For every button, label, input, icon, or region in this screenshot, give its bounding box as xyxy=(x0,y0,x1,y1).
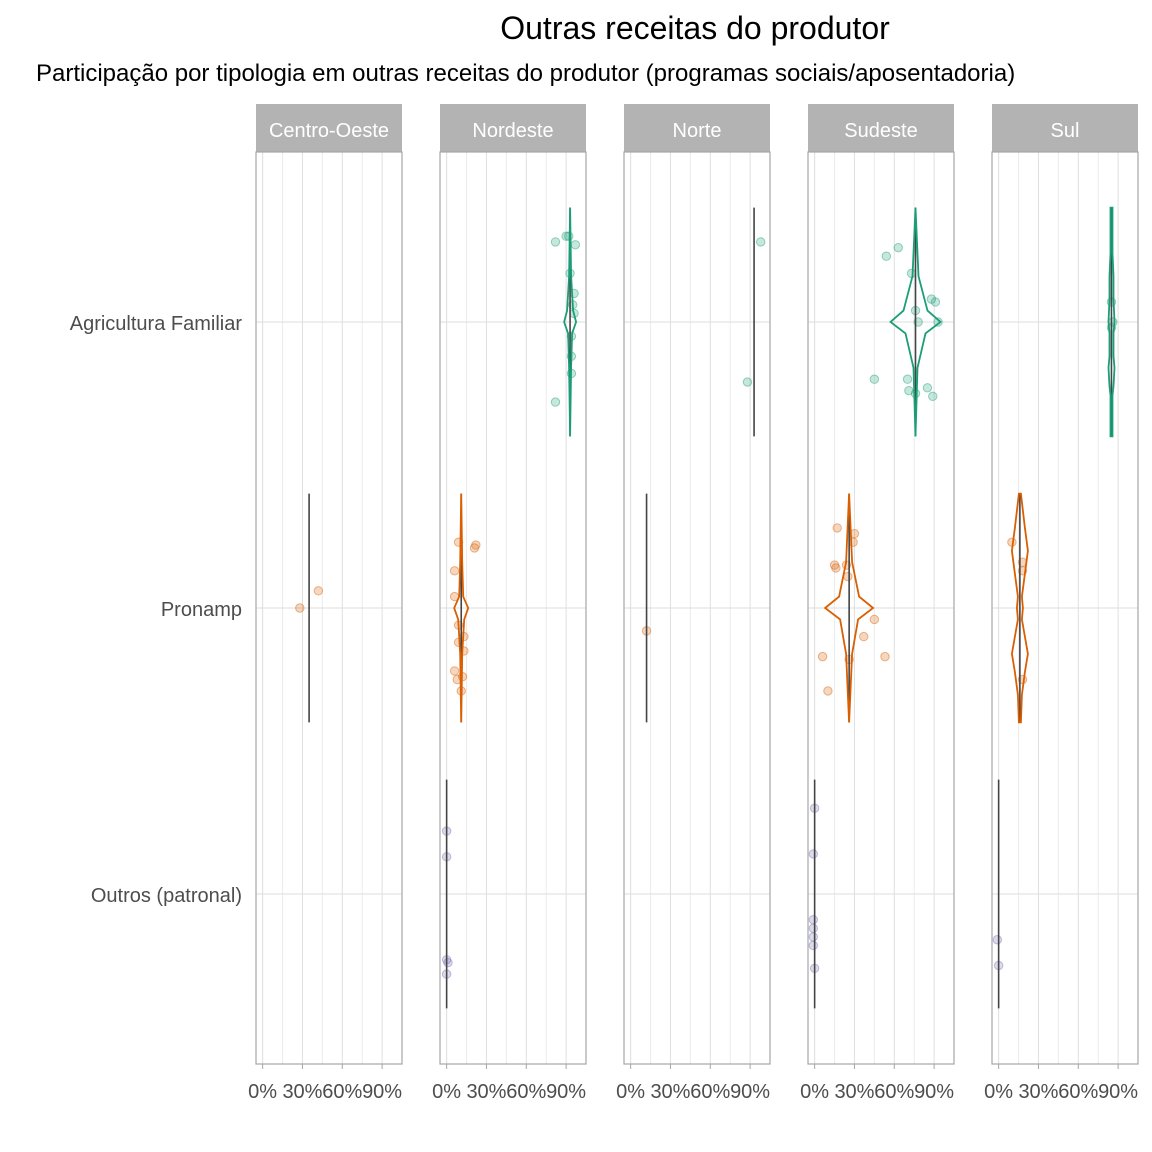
facet-strip-label: Norte xyxy=(673,120,722,142)
data-point xyxy=(443,957,453,968)
violin-shape xyxy=(823,493,875,723)
x-axis-tick-label: 60% xyxy=(874,1081,914,1103)
data-point xyxy=(449,566,460,576)
data-point xyxy=(859,631,869,642)
x-axis-tick-label: 90% xyxy=(914,1081,954,1103)
data-point xyxy=(832,523,842,533)
data-point xyxy=(469,543,480,553)
x-axis-tick-label: 30% xyxy=(650,1081,690,1103)
data-point xyxy=(848,537,858,547)
data-point xyxy=(881,251,892,261)
x-axis-tick-label: 90% xyxy=(730,1081,770,1103)
facet-strip-label: Sul xyxy=(1051,120,1080,142)
data-point xyxy=(742,377,753,387)
data-point xyxy=(471,540,481,550)
x-axis-tick-label: 0% xyxy=(432,1081,461,1103)
y-axis-tick-label: Pronamp xyxy=(161,599,242,621)
data-point xyxy=(808,923,819,934)
x-axis-tick-label: 0% xyxy=(248,1081,277,1103)
data-point xyxy=(756,237,766,247)
data-point xyxy=(831,563,841,573)
facet-strip xyxy=(256,104,402,152)
data-point xyxy=(992,935,1003,945)
panel-border xyxy=(991,151,1139,1065)
x-axis-tick-label: 60% xyxy=(1058,1081,1098,1103)
data-point xyxy=(869,374,880,384)
data-point xyxy=(926,294,937,304)
facet-panel-norte: Norte 0% 30% 60% 90% xyxy=(616,104,771,1103)
data-point xyxy=(313,586,324,596)
facet-strip xyxy=(808,104,954,152)
x-axis-tick-label: 0% xyxy=(616,1081,645,1103)
data-point xyxy=(904,385,914,396)
data-point xyxy=(928,391,938,402)
facet-strip xyxy=(440,104,586,152)
facet-strip-label: Centro-Oeste xyxy=(269,120,389,142)
x-axis-tick-label: 90% xyxy=(362,1081,402,1103)
x-axis-tick-label: 0% xyxy=(984,1081,1013,1103)
facet-strip-label: Nordeste xyxy=(472,120,553,142)
data-point xyxy=(823,686,833,696)
x-axis-tick-label: 90% xyxy=(1098,1081,1138,1103)
violin-shape xyxy=(563,207,578,437)
data-point xyxy=(906,268,917,279)
data-point xyxy=(808,940,819,951)
data-point xyxy=(933,317,943,327)
x-axis-tick-label: 30% xyxy=(282,1081,322,1103)
data-point xyxy=(843,571,853,582)
data-point xyxy=(808,915,819,925)
violin-shape xyxy=(453,493,470,723)
panel-border xyxy=(255,151,403,1065)
chart-subtitle: Participação por tipologia em outras rec… xyxy=(36,60,1016,87)
data-point xyxy=(570,240,581,250)
data-point xyxy=(930,297,941,307)
data-point xyxy=(295,603,305,613)
panel-border xyxy=(439,151,587,1065)
y-axis-tick-label: Outros (patronal) xyxy=(91,885,242,907)
y-axis-tick-label: Agricultura Familiar xyxy=(70,313,243,335)
violin-shape xyxy=(1107,206,1116,438)
x-axis-tick-label: 60% xyxy=(506,1081,546,1103)
x-axis-tick-label: 30% xyxy=(1018,1081,1058,1103)
facet-panel-nordeste: Nordeste 0% 30% 60% 90% xyxy=(432,104,587,1103)
data-point xyxy=(922,383,933,393)
data-point xyxy=(808,932,819,942)
x-axis-tick-label: 60% xyxy=(690,1081,730,1103)
facet-strip-label: Sudeste xyxy=(844,120,917,142)
panel-border xyxy=(807,151,955,1065)
data-point xyxy=(829,560,840,570)
data-point xyxy=(550,397,561,407)
data-point xyxy=(902,374,913,384)
facet-strip xyxy=(624,104,770,152)
x-axis-tick-label: 60% xyxy=(322,1081,362,1103)
x-axis-tick-label: 30% xyxy=(834,1081,874,1103)
x-axis-tick-label: 30% xyxy=(466,1081,506,1103)
data-point xyxy=(449,666,460,676)
x-axis-tick-label: 0% xyxy=(800,1081,829,1103)
data-point xyxy=(808,849,819,859)
facet-panel-sudeste: Sudeste 0% 30% 60% 90% xyxy=(800,104,955,1103)
data-point xyxy=(893,242,903,253)
data-point xyxy=(869,614,880,625)
violin-shape xyxy=(889,207,942,437)
chart-title: Outras receitas do produtor xyxy=(500,10,890,46)
x-axis-tick-label: 90% xyxy=(546,1081,586,1103)
violin-shape xyxy=(1010,492,1029,724)
panel-border xyxy=(623,151,771,1065)
facet-panel-centro-oeste: Centro-Oeste 0% 30% 60% 90% xyxy=(248,104,403,1103)
data-point xyxy=(550,237,561,247)
data-point xyxy=(880,651,890,662)
data-point xyxy=(817,651,828,662)
facet-strip xyxy=(992,104,1138,152)
facet-panel-sul: Sul 0% 30% 60% 90% xyxy=(984,104,1139,1103)
